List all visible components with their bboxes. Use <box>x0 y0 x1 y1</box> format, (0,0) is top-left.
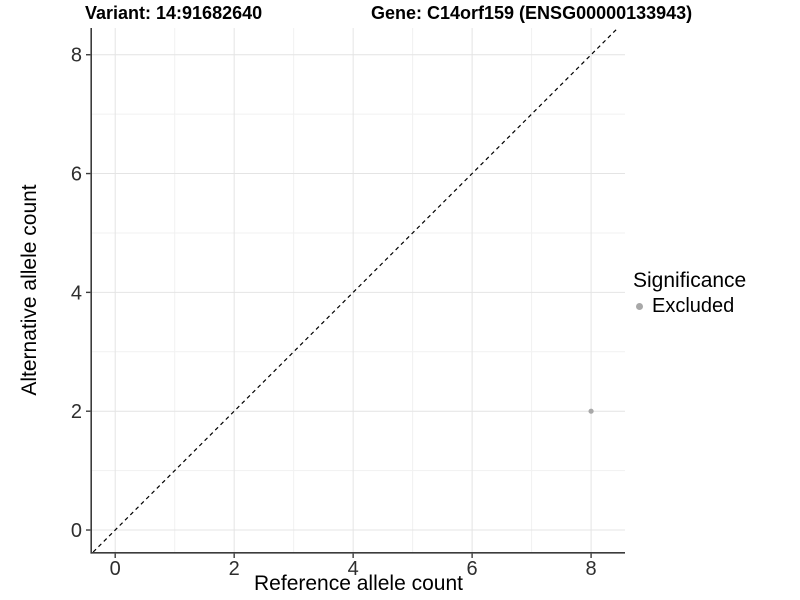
y-tick-label: 2 <box>71 401 82 423</box>
legend-title: Significance <box>633 269 747 292</box>
data-point <box>588 408 594 414</box>
y-tick-label: 6 <box>71 164 82 186</box>
x-tick-label: 2 <box>229 558 240 580</box>
variant-title: Variant: 14:91682640 <box>85 3 263 23</box>
x-tick-label: 4 <box>348 558 359 580</box>
x-tick-label: 0 <box>110 558 121 580</box>
legend-item-excluded: Excluded <box>633 295 746 318</box>
legend-point-icon <box>636 303 643 310</box>
legend-item-label: Excluded <box>652 295 735 317</box>
x-tick-label: 6 <box>467 558 478 580</box>
x-axis-title: Reference allele count <box>254 572 463 595</box>
identity-dashed-line <box>92 27 619 553</box>
y-tick-label: 4 <box>71 282 82 304</box>
y-tick-label: 8 <box>71 45 82 67</box>
y-tick-label: 0 <box>71 520 82 542</box>
legend: Significance Excluded <box>633 268 746 318</box>
gene-title: Gene: C14orf159 (ENSG00000133943) <box>371 3 693 23</box>
y-axis-title: Alternative allele count <box>18 184 41 396</box>
x-tick-label: 8 <box>586 558 597 580</box>
